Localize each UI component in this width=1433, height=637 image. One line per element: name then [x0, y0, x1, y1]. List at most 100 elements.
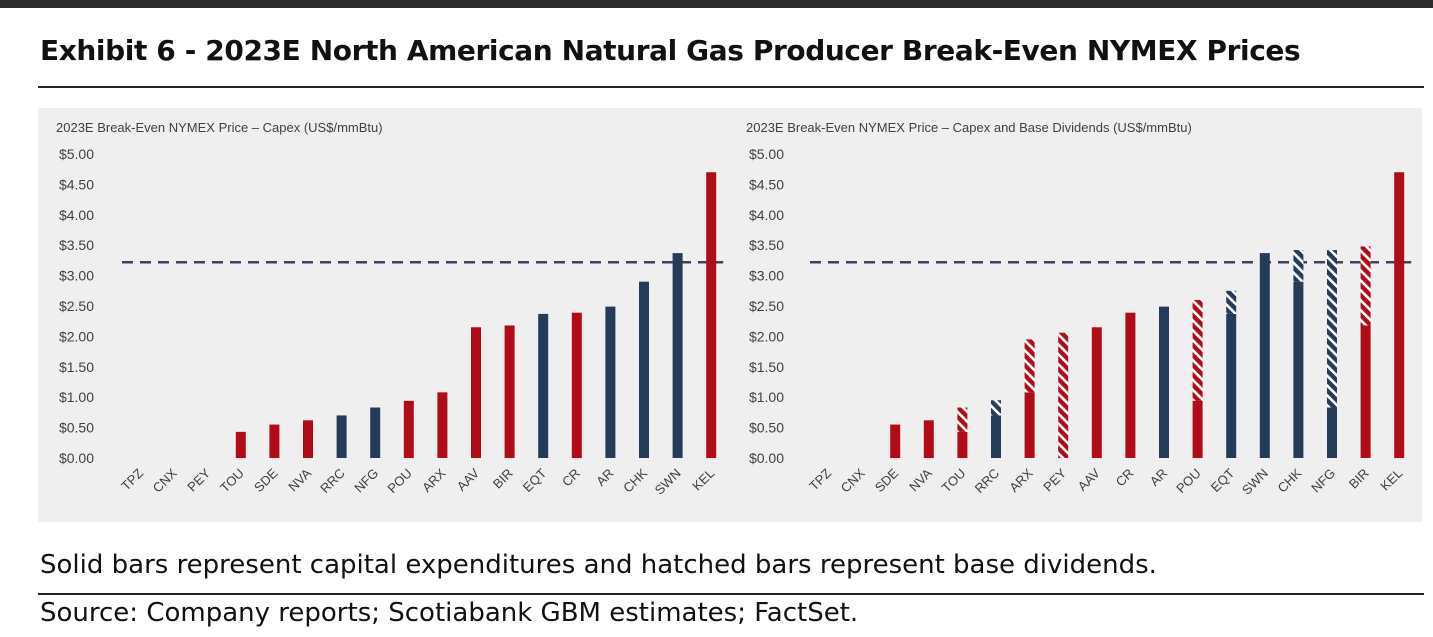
bar-capex-nva: [303, 420, 313, 458]
y-tick-label: $2.00: [749, 328, 784, 344]
bar-capex-chk: [1293, 281, 1304, 458]
bar-dividend-tou: [957, 407, 968, 432]
x-tick-label: CHK: [1275, 465, 1305, 495]
charts-svg: 2023E Break-Even NYMEX Price – Capex (US…: [56, 120, 1412, 498]
x-tick-label: KEL: [1377, 466, 1405, 494]
x-tick-label: CNX: [150, 465, 180, 495]
x-tick-label: KEL: [689, 466, 717, 494]
y-tick-label: $0.00: [59, 450, 94, 466]
y-tick-label: $1.50: [59, 359, 94, 375]
bar-dividend-rrc: [991, 400, 1001, 416]
x-tick-label: TOU: [217, 466, 247, 496]
x-tick-label: NVA: [906, 465, 935, 494]
y-tick-label: $4.00: [749, 207, 784, 223]
x-tick-label: AAV: [1075, 465, 1104, 494]
x-tick-label: EQT: [520, 465, 550, 495]
x-tick-label: AR: [593, 466, 616, 489]
bar-capex-tou: [235, 431, 246, 458]
y-tick-label: $4.50: [59, 176, 94, 192]
y-tick-label: $2.50: [749, 298, 784, 314]
bar-capex-cr: [571, 312, 582, 458]
bar-capex-bir: [1360, 325, 1371, 458]
x-tick-label: AR: [1147, 466, 1170, 489]
y-tick-label: $3.00: [749, 268, 784, 284]
bar-capex-bir: [504, 325, 515, 458]
bar-capex-rrc: [991, 415, 1001, 458]
x-tick-label: ARX: [1006, 465, 1036, 495]
y-tick-label: $4.00: [59, 207, 94, 223]
bar-capex-arx: [1024, 392, 1035, 458]
bar-capex-ar: [605, 306, 616, 458]
y-tick-label: $0.50: [59, 420, 94, 436]
bar-capex-kel: [706, 172, 717, 458]
chart-left: 2023E Break-Even NYMEX Price – Capex (US…: [56, 120, 724, 498]
bar-capex-eqt: [1226, 313, 1237, 458]
x-tick-label: ARX: [419, 465, 449, 495]
x-tick-label: CNX: [838, 465, 868, 495]
x-tick-label: PEY: [184, 465, 213, 494]
y-tick-label: $3.50: [59, 237, 94, 253]
x-tick-label: SWN: [1239, 466, 1271, 498]
bar-dividend-pou: [1192, 299, 1203, 401]
x-tick-label: TPZ: [806, 465, 834, 493]
bar-dividend-chk: [1293, 250, 1304, 282]
x-tick-label: BIR: [490, 466, 516, 492]
x-tick-label: POU: [1173, 466, 1204, 497]
y-tick-label: $2.50: [59, 298, 94, 314]
x-tick-label: NFG: [1308, 466, 1338, 496]
x-tick-label: AAV: [454, 465, 483, 494]
bar-capex-aav: [471, 327, 481, 458]
title-divider: [38, 86, 1424, 88]
y-tick-label: $1.00: [749, 389, 784, 405]
bar-dividend-bir: [1360, 246, 1371, 326]
page-title: Exhibit 6 - 2023E North American Natural…: [40, 34, 1301, 67]
x-tick-label: NVA: [285, 465, 314, 494]
source-text: Source: Company reports; Scotiabank GBM …: [40, 598, 859, 628]
y-tick-label: $0.00: [749, 450, 784, 466]
x-tick-label: CR: [559, 466, 583, 490]
bar-capex-rrc: [336, 415, 347, 458]
bar-capex-ar: [1159, 306, 1169, 458]
bar-capex-swn: [672, 253, 683, 458]
y-tick-label: $1.50: [749, 359, 784, 375]
y-tick-label: $0.50: [749, 420, 784, 436]
x-tick-label: RRC: [972, 466, 1003, 497]
y-tick-label: $3.00: [59, 268, 94, 284]
bar-capex-chk: [639, 281, 649, 458]
chart-title: 2023E Break-Even NYMEX Price – Capex (US…: [56, 120, 383, 135]
bar-dividend-pey: [1058, 332, 1069, 458]
x-tick-label: NFG: [351, 466, 381, 496]
y-tick-label: $3.50: [749, 237, 784, 253]
chart-right: 2023E Break-Even NYMEX Price – Capex and…: [746, 120, 1412, 498]
x-tick-label: EQT: [1208, 465, 1238, 495]
chart-panel: 2023E Break-Even NYMEX Price – Capex (US…: [38, 108, 1422, 522]
bar-capex-sde: [269, 424, 280, 458]
bar-capex-nfg: [370, 407, 381, 458]
x-tick-label: PEY: [1040, 465, 1069, 494]
bar-dividend-arx: [1024, 339, 1035, 393]
bar-capex-eqt: [538, 313, 549, 458]
footnote-text: Solid bars represent capital expenditure…: [40, 550, 1157, 580]
x-tick-label: SDE: [251, 465, 281, 495]
bar-capex-cr: [1125, 312, 1136, 458]
source-divider: [38, 593, 1424, 595]
bar-capex-pou: [1192, 400, 1203, 458]
y-tick-label: $4.50: [749, 176, 784, 192]
bar-capex-aav: [1091, 327, 1102, 458]
x-tick-label: CHK: [620, 465, 650, 495]
bar-capex-swn: [1259, 253, 1270, 458]
bar-capex-arx: [437, 392, 448, 458]
x-tick-label: SWN: [652, 466, 684, 498]
bar-dividend-eqt: [1226, 290, 1237, 314]
y-tick-label: $1.00: [59, 389, 94, 405]
x-tick-label: CR: [1113, 466, 1137, 490]
y-tick-label: $5.00: [749, 146, 784, 162]
x-tick-label: RRC: [317, 466, 348, 497]
x-tick-label: TPZ: [118, 465, 146, 493]
x-tick-label: SDE: [872, 465, 902, 495]
bar-dividend-nfg: [1327, 250, 1337, 408]
x-tick-label: POU: [384, 466, 415, 497]
bar-capex-pou: [403, 400, 414, 458]
bar-capex-kel: [1394, 172, 1405, 458]
bar-capex-nfg: [1327, 407, 1337, 458]
